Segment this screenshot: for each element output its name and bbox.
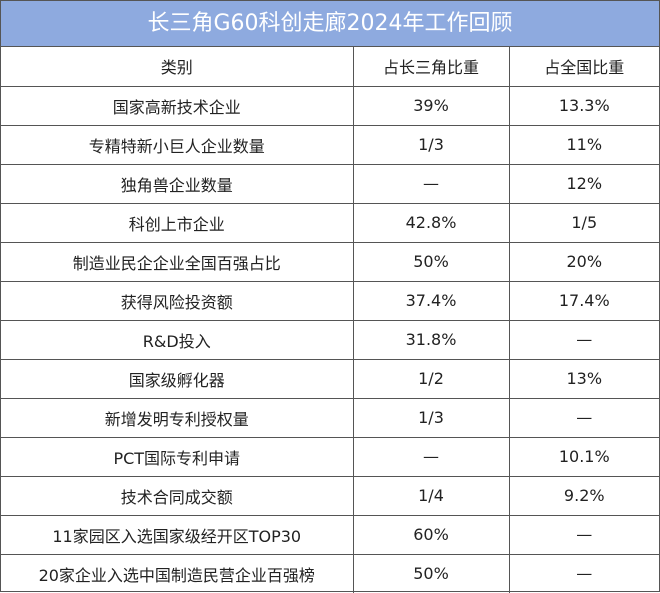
cell: 1/2 bbox=[352, 358, 510, 399]
table-row: 国家级孵化器 1/2 13% bbox=[1, 358, 659, 399]
cell: 11家园区入选国家级经开区TOP30 bbox=[1, 514, 354, 555]
cell: 获得风险投资额 bbox=[1, 280, 354, 321]
header-cell: 类别 bbox=[1, 47, 354, 87]
cell: 20% bbox=[508, 241, 659, 282]
cell: R&D投入 bbox=[1, 319, 354, 360]
table-row: R&D投入 31.8% — bbox=[1, 319, 659, 360]
cell: 12% bbox=[508, 163, 659, 204]
cell: 专精特新小巨人企业数量 bbox=[1, 124, 354, 165]
cell: — bbox=[508, 397, 659, 438]
cell: 新增发明专利授权量 bbox=[1, 397, 354, 438]
table-row: 新增发明专利授权量 1/3— bbox=[1, 397, 659, 438]
table-row: 独角兽企业数量 —12% bbox=[1, 163, 659, 204]
table-row: 国家高新技术企业 39% 13.3% bbox=[1, 85, 659, 126]
cell: 国家级孵化器 bbox=[1, 358, 354, 399]
cell: 国家高新技术企业 bbox=[1, 85, 354, 126]
cell: 1/3 bbox=[352, 397, 510, 438]
cell: — bbox=[508, 319, 659, 360]
cell: 1/4 bbox=[352, 475, 510, 516]
cell: 制造业民企企业全国百强占比 bbox=[1, 241, 354, 282]
cell: 1/3 bbox=[352, 124, 510, 165]
table-row: 获得风险投资额 37.4% 17.4% bbox=[1, 280, 659, 321]
cell: 50% bbox=[352, 241, 510, 282]
cell: 60% bbox=[352, 514, 510, 555]
cell: 11% bbox=[508, 124, 659, 165]
cell: — bbox=[508, 514, 659, 555]
cell: 50% bbox=[352, 553, 510, 593]
header-cell: 占长三角比重 bbox=[352, 47, 510, 87]
cell: 9.2% bbox=[508, 475, 659, 516]
cell: — bbox=[352, 436, 510, 477]
cell: — bbox=[352, 163, 510, 204]
table-row: 11家园区入选国家级经开区TOP30 60% — bbox=[1, 514, 659, 555]
cell: 1/5 bbox=[508, 202, 659, 243]
cell: 17.4% bbox=[508, 280, 659, 321]
cell: 10.1% bbox=[508, 436, 659, 477]
cell: — bbox=[508, 553, 659, 593]
cell: 独角兽企业数量 bbox=[1, 163, 354, 204]
cell: 技术合同成交额 bbox=[1, 475, 354, 516]
cell: 20家企业入选中国制造民营企业百强榜 bbox=[1, 553, 354, 593]
cell: 31.8% bbox=[352, 319, 510, 360]
header-row: 类别 占长三角比重 占全国比重 bbox=[1, 47, 659, 87]
table-row: 制造业民企企业全国百强占比 50% 20% bbox=[1, 241, 659, 282]
cell: 39% bbox=[352, 85, 510, 126]
cell: 42.8% bbox=[352, 202, 510, 243]
cell: 13% bbox=[508, 358, 659, 399]
table-row: 科创上市企业 42.8% 1/5 bbox=[1, 202, 659, 243]
table-row: 技术合同成交额 1/4 9.2% bbox=[1, 475, 659, 516]
cell: 37.4% bbox=[352, 280, 510, 321]
table-title: 长三角G60科创走廊2024年工作回顾 bbox=[1, 1, 659, 47]
cell: 科创上市企业 bbox=[1, 202, 354, 243]
cell: 13.3% bbox=[508, 85, 659, 126]
table-row: 20家企业入选中国制造民营企业百强榜 50% — bbox=[1, 553, 659, 593]
table-row: 专精特新小巨人企业数量 1/3 11% bbox=[1, 124, 659, 165]
table-row: PCT国际专利申请 —10.1% bbox=[1, 436, 659, 477]
header-cell: 占全国比重 bbox=[508, 47, 659, 87]
data-table: 类别 占长三角比重 占全国比重 国家高新技术企业 39% 13.3% 专精特新小巨人企业数量… bbox=[1, 47, 659, 593]
cell: PCT国际专利申请 bbox=[1, 436, 354, 477]
